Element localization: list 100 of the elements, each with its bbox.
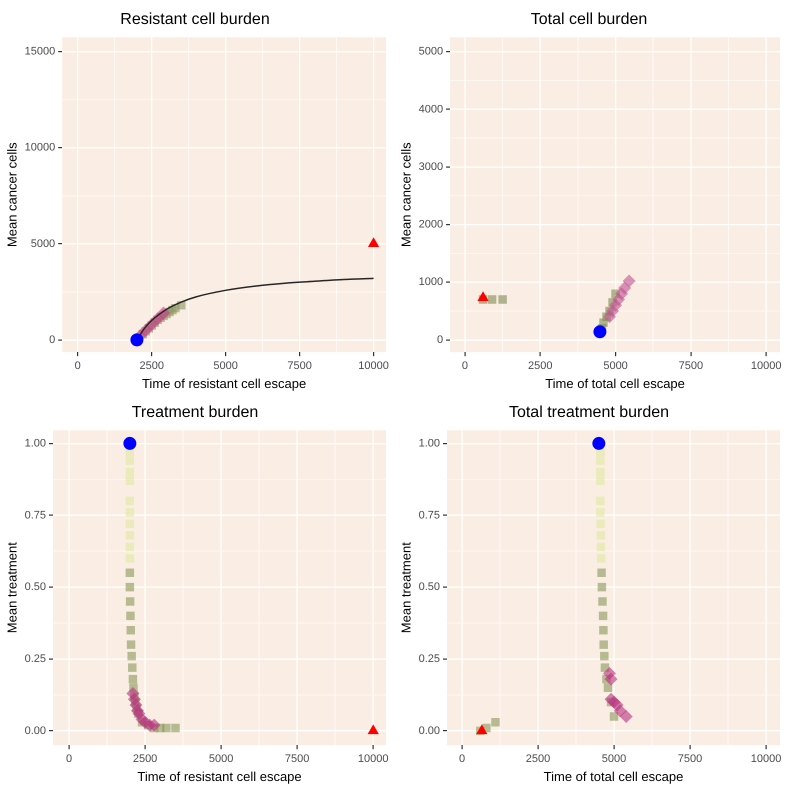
point (126, 476, 134, 486)
x-tick-label: 0 (462, 360, 468, 372)
x-tick-label: 2500 (528, 360, 553, 372)
chart-title: Treatment burden (132, 404, 258, 422)
y-tick-label: 2000 (418, 218, 444, 231)
chart-title: Resistant cell burden (120, 11, 270, 28)
point (126, 640, 136, 649)
point (162, 724, 171, 732)
point (593, 325, 606, 338)
point (127, 652, 136, 660)
point (171, 724, 180, 732)
chart-title: Total cell burden (530, 11, 648, 28)
point (126, 520, 134, 528)
point (126, 626, 136, 634)
y-tick-label: 0.75 (418, 509, 440, 522)
y-axis-title: Mean cancer cells (4, 142, 20, 248)
x-tick-label: 5000 (208, 752, 234, 765)
x-axis-title: Time of total cell escape (545, 376, 685, 391)
y-tick-label: 3000 (418, 160, 444, 173)
point (148, 718, 161, 732)
point (596, 468, 605, 476)
x-tick-label: 7500 (287, 360, 312, 372)
point (596, 508, 605, 517)
x-tick-label: 10000 (750, 752, 782, 765)
point (596, 476, 605, 486)
x-axis-title: Time of resistant cell escape (142, 376, 306, 391)
point (622, 274, 636, 288)
x-tick-label: 2500 (526, 752, 550, 765)
y-tick-label: 0.00 (24, 724, 46, 737)
x-tick-label: 5000 (603, 360, 628, 372)
y-tick-label: 4000 (418, 103, 444, 116)
point (604, 672, 618, 686)
y-tick-label: 0.50 (24, 581, 46, 594)
x-tick-label: 7500 (284, 752, 310, 765)
x-tick-label: 2500 (132, 752, 158, 765)
chart-title: Total treatment burden (508, 404, 670, 422)
point (128, 674, 138, 684)
point (126, 542, 134, 552)
point (126, 582, 134, 592)
y-axis-title: Mean cancer cells (398, 142, 414, 248)
point (598, 597, 607, 606)
point (597, 554, 606, 563)
y-tick-label: 0.75 (24, 509, 46, 522)
point (488, 295, 496, 304)
point (126, 468, 134, 476)
y-tick-label: 10000 (24, 142, 56, 154)
point (126, 612, 135, 620)
x-tick-label: 0 (458, 752, 466, 765)
point (598, 612, 608, 620)
y-tick-label: 1.00 (24, 437, 46, 450)
x-tick-label: 10000 (358, 360, 389, 372)
point (498, 295, 507, 304)
point (596, 542, 606, 552)
x-tick-label: 10000 (358, 752, 389, 765)
point (600, 652, 609, 660)
point (599, 626, 608, 634)
point (126, 531, 134, 540)
y-tick-label: 0.25 (24, 653, 46, 666)
y-tick-label: 5000 (418, 46, 444, 58)
point (126, 456, 134, 465)
x-tick-label: 7500 (678, 360, 704, 372)
point (599, 640, 608, 649)
point (598, 582, 606, 592)
x-tick-label: 2500 (139, 360, 164, 372)
x-axis-title: Time of resistant cell escape (137, 768, 302, 784)
y-tick-label: 0.25 (418, 653, 440, 666)
point (126, 554, 134, 563)
point (596, 520, 605, 528)
x-tick-label: 5000 (213, 360, 238, 372)
y-tick-label: 0 (436, 334, 444, 346)
y-tick-label: 0.00 (418, 724, 440, 737)
x-tick-label: 10000 (750, 360, 782, 372)
point (123, 436, 136, 450)
x-tick-label: 7500 (678, 752, 702, 765)
y-tick-label: 5000 (30, 238, 56, 250)
point (604, 683, 612, 692)
point (128, 663, 137, 672)
point (610, 712, 618, 721)
point (592, 436, 606, 450)
point (596, 456, 605, 465)
y-tick-label: 15000 (24, 46, 56, 58)
point (618, 281, 632, 294)
point (491, 718, 500, 726)
point (126, 508, 134, 517)
y-tick-label: 1000 (418, 276, 444, 288)
point (597, 568, 606, 577)
y-tick-label: 1.00 (418, 437, 440, 450)
y-tick-label: 0 (49, 334, 56, 346)
y-axis-title: Mean treatment (4, 542, 20, 634)
x-tick-label: 0 (66, 752, 72, 765)
point (126, 496, 134, 506)
y-axis-title: Mean treatment (398, 542, 414, 634)
x-tick-label: 5000 (602, 752, 626, 765)
y-tick-label: 0.50 (418, 581, 440, 594)
x-tick-label: 0 (74, 360, 81, 372)
point (126, 597, 134, 606)
point (126, 568, 134, 577)
point (620, 710, 633, 723)
point (614, 704, 627, 718)
point (596, 496, 605, 506)
